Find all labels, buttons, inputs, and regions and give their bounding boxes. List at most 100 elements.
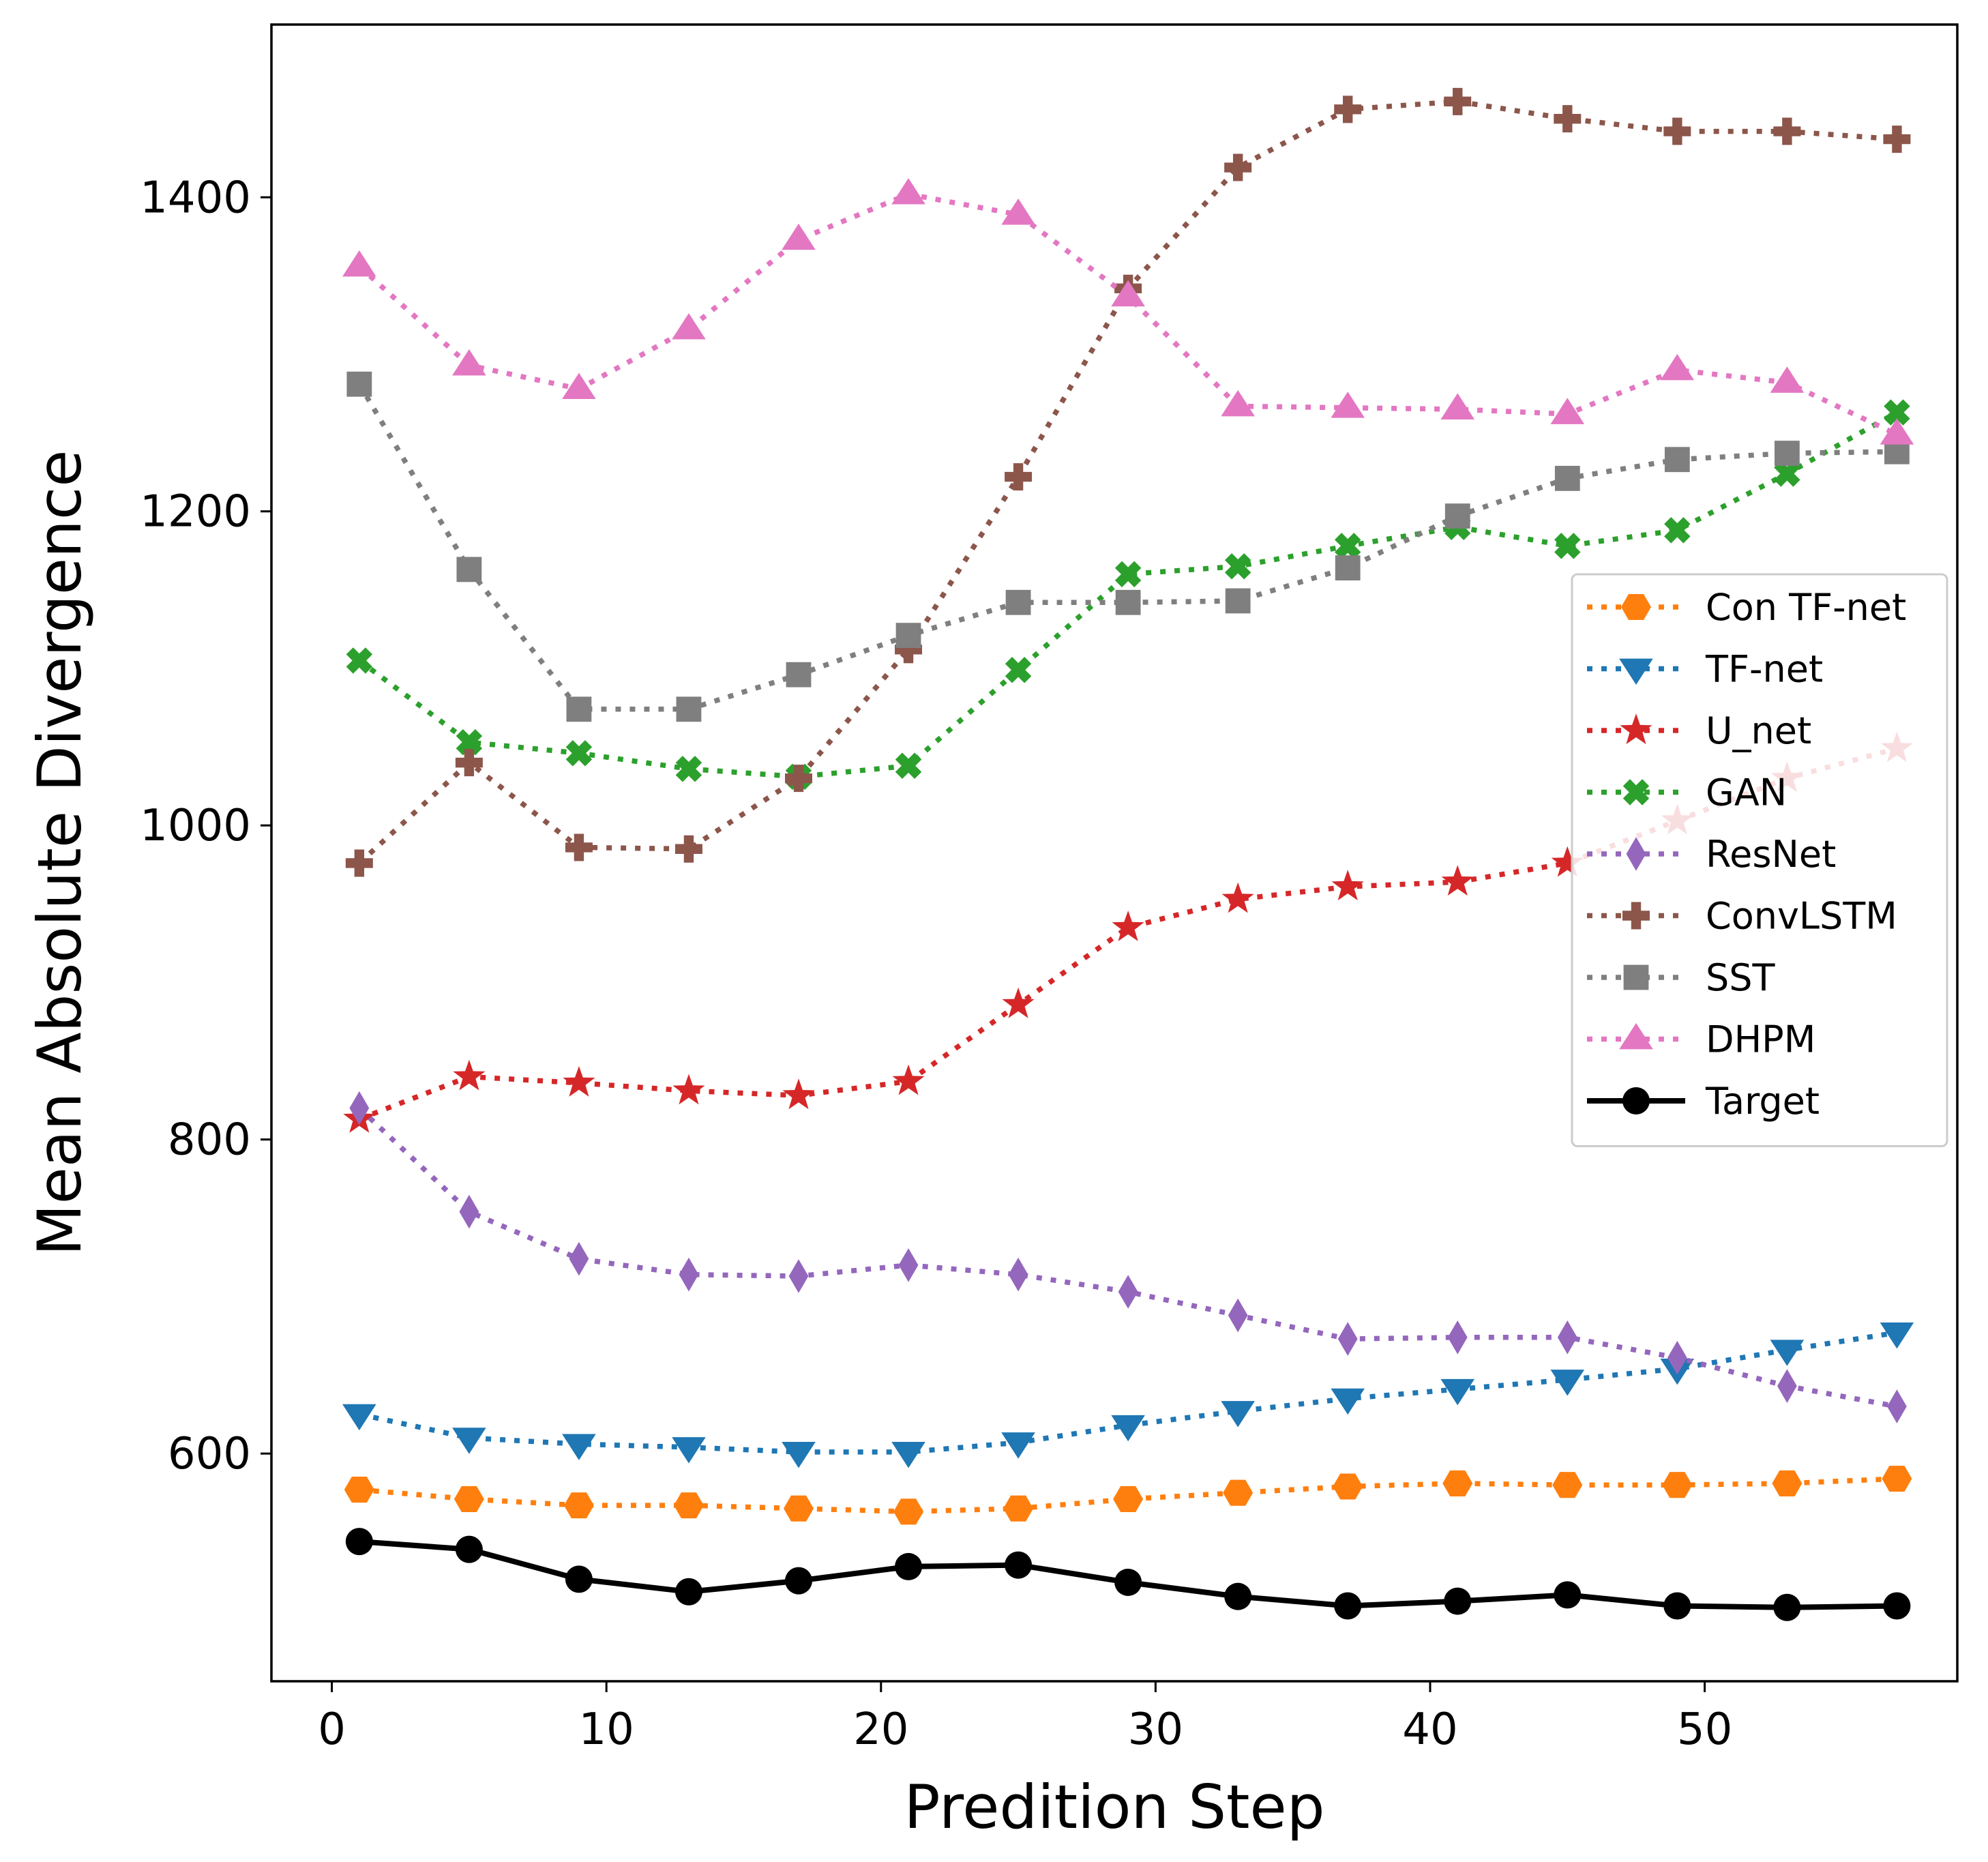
data-point-target <box>785 1567 813 1595</box>
data-point-resnet <box>569 1241 589 1276</box>
x-tick-label: 0 <box>318 1704 346 1755</box>
series-layer <box>342 87 1914 1621</box>
data-point-dhpm <box>782 223 816 250</box>
data-point-dhpm <box>1660 353 1695 381</box>
data-point-sst <box>1664 447 1690 473</box>
data-point-gan <box>346 647 373 674</box>
y-tick-label: 1200 <box>140 487 251 537</box>
data-point-tf-net <box>1111 1415 1145 1442</box>
data-point-sst <box>1115 589 1141 615</box>
legend-label: DHPM <box>1706 1018 1815 1061</box>
data-point-target <box>1554 1581 1582 1609</box>
data-point-con-tf-net <box>784 1495 814 1522</box>
y-tick-label: 1400 <box>140 173 251 223</box>
data-point-target <box>1005 1551 1033 1579</box>
data-point-tf-net <box>1550 1370 1585 1396</box>
data-point-gan <box>1334 533 1361 559</box>
y-axis-label: Mean Absolute Divergence <box>25 450 95 1256</box>
data-point-convlstm <box>1663 117 1691 145</box>
data-point-gan <box>1224 553 1251 580</box>
data-point-target <box>674 1578 702 1606</box>
data-point-con-tf-net <box>1113 1486 1144 1512</box>
data-point-sst <box>1335 555 1361 581</box>
data-point-sst <box>346 371 372 397</box>
data-point-target <box>895 1552 923 1580</box>
data-point-resnet <box>349 1091 370 1125</box>
data-point-target <box>455 1535 483 1563</box>
data-point-convlstm <box>1773 117 1801 145</box>
data-point-convlstm <box>1444 87 1472 115</box>
data-point-dhpm <box>1880 418 1914 445</box>
legend-entry-con-tf-net: Con TF-net <box>1587 586 1906 629</box>
data-point-target <box>1224 1582 1252 1610</box>
legend-label: ConvLSTM <box>1706 895 1897 938</box>
data-point-dhpm <box>452 349 486 376</box>
legend-marker <box>1622 1087 1650 1114</box>
legend-marker <box>1621 593 1651 621</box>
plot-frame <box>270 23 1959 1683</box>
data-point-tf-net <box>1331 1388 1365 1415</box>
data-point-convlstm <box>455 749 483 777</box>
data-point-dhpm <box>1221 389 1255 417</box>
data-point-convlstm <box>565 833 593 861</box>
x-tick-label: 20 <box>853 1704 908 1755</box>
legend-marker <box>1620 713 1652 745</box>
data-point-dhpm <box>891 178 925 205</box>
data-point-con-tf-net <box>563 1492 594 1519</box>
y-tick-label: 1000 <box>140 801 251 851</box>
data-point-resnet <box>898 1248 919 1282</box>
legend-label: U_net <box>1706 709 1811 752</box>
data-point-dhpm <box>562 372 596 400</box>
data-point-sst <box>456 557 482 582</box>
data-point-con-tf-net <box>1003 1495 1034 1522</box>
y-tick-label: 800 <box>168 1115 251 1166</box>
data-point-u-net <box>782 1078 815 1110</box>
data-point-gan <box>565 740 593 767</box>
data-point-tf-net <box>1221 1401 1255 1428</box>
series-resnet <box>349 1091 1907 1423</box>
data-point-resnet <box>788 1259 809 1293</box>
data-point-tf-net <box>1770 1340 1805 1366</box>
data-point-target <box>1114 1568 1142 1596</box>
data-point-sst <box>895 623 921 649</box>
data-point-dhpm <box>1331 391 1365 418</box>
data-point-u-net <box>672 1074 705 1105</box>
data-point-con-tf-net <box>673 1492 704 1519</box>
data-point-gan <box>1774 460 1800 487</box>
data-point-convlstm <box>1224 153 1252 181</box>
data-point-resnet <box>1777 1369 1797 1403</box>
data-point-gan <box>1884 399 1910 426</box>
data-point-sst <box>1005 589 1031 615</box>
x-tick-label: 50 <box>1677 1704 1732 1755</box>
data-point-tf-net <box>1001 1432 1035 1459</box>
data-point-dhpm <box>1550 398 1585 424</box>
data-point-tf-net <box>562 1434 596 1460</box>
data-point-dhpm <box>1440 393 1475 419</box>
legend-label: ResNet <box>1706 833 1836 876</box>
data-point-con-tf-net <box>454 1486 484 1512</box>
data-point-u-net <box>1331 870 1364 901</box>
data-point-resnet <box>1337 1322 1358 1356</box>
data-point-convlstm <box>785 765 813 793</box>
legend-label: SST <box>1706 956 1776 999</box>
legend-entry-dhpm: DHPM <box>1587 1018 1815 1061</box>
data-point-con-tf-net <box>1333 1473 1363 1500</box>
data-point-gan <box>1554 533 1581 559</box>
data-point-u-net <box>1441 865 1474 896</box>
data-point-tf-net <box>891 1441 925 1468</box>
data-point-con-tf-net <box>1442 1470 1473 1496</box>
data-point-u-net <box>1002 987 1035 1018</box>
data-point-con-tf-net <box>1223 1479 1253 1506</box>
series-line-dhpm <box>357 191 1899 437</box>
data-point-resnet <box>1557 1320 1577 1355</box>
data-point-con-tf-net <box>1882 1465 1912 1492</box>
data-point-convlstm <box>674 835 702 863</box>
data-point-sst <box>1774 441 1800 466</box>
data-point-con-tf-net <box>344 1477 374 1503</box>
axes: 0 10 20 30 40 50 600 800 1000 1200 1400 <box>140 173 1732 1755</box>
data-point-sst <box>566 696 592 722</box>
data-point-target <box>345 1528 373 1556</box>
y-tick-label: 600 <box>168 1429 251 1479</box>
data-point-sst <box>786 662 812 688</box>
